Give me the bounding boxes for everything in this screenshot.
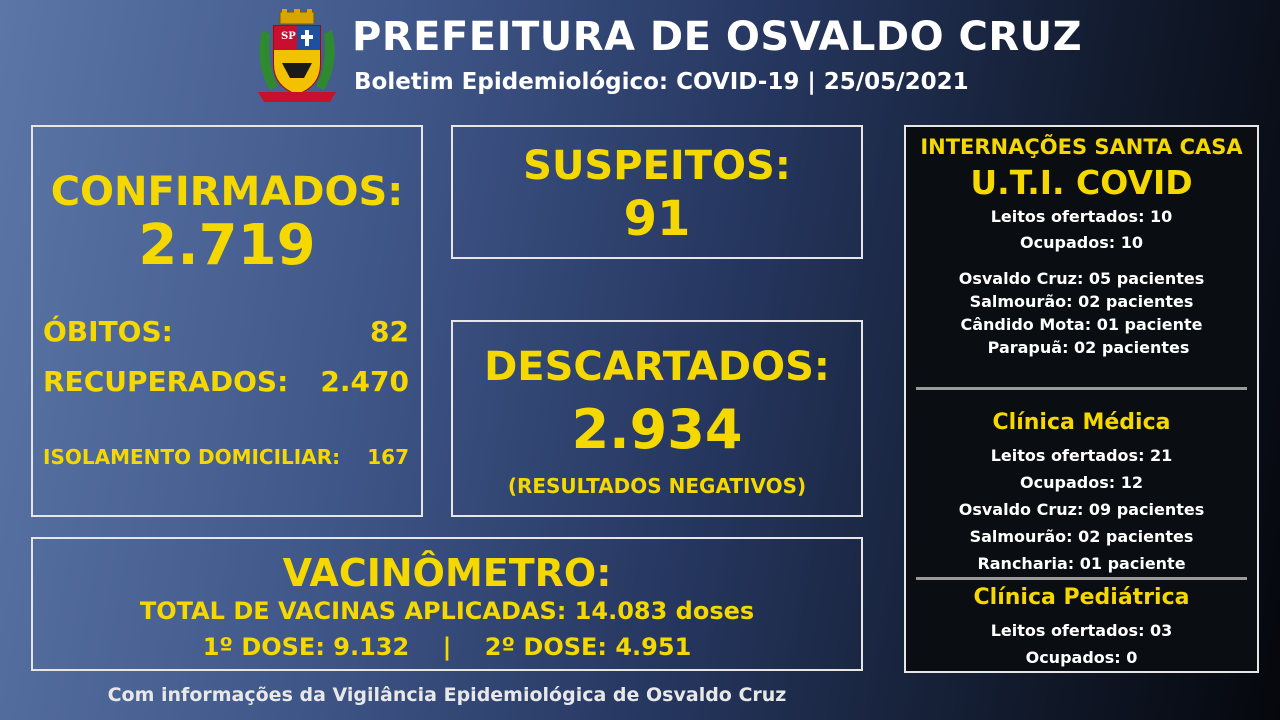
recovered-row: RECUPERADOS: 2.470 (43, 365, 409, 398)
uti-patient-item: Cândido Mota: 01 paciente (960, 315, 1203, 334)
discarded-panel: DESCARTADOS: 2.934 (RESULTADOS NEGATIVOS… (451, 320, 863, 517)
home-isolation-row: ISOLAMENTO DOMICILIAR: 167 (43, 445, 409, 469)
uti-patient-item: Parapuã: 02 pacientes (987, 338, 1190, 357)
page-subtitle: Boletim Epidemiológico: COVID-19 | 25/05… (354, 69, 969, 95)
medical-patient-item: Osvaldo Cruz: 09 pacientes (958, 500, 1205, 519)
recovered-label: RECUPERADOS: (43, 365, 289, 398)
uti-title: U.T.I. COVID (970, 163, 1193, 202)
vaccine-label: VACINÔMETRO: (282, 551, 612, 595)
recovered-value: 2.470 (320, 365, 409, 398)
discarded-label: DESCARTADOS: (484, 344, 830, 390)
pediatric-clinic-beds: Leitos ofertados: 03 (990, 621, 1173, 640)
suspected-value: 91 (623, 191, 691, 247)
uti-patient-item: Salmourão: 02 pacientes (969, 292, 1194, 311)
confirmed-value: 2.719 (138, 213, 316, 278)
medical-patient-item: Rancharia: 01 paciente (977, 554, 1186, 573)
medical-patient-item: Salmourão: 02 pacientes (969, 527, 1194, 546)
vaccine-panel: VACINÔMETRO: TOTAL DE VACINAS APLICADAS:… (31, 537, 863, 671)
confirmed-panel: CONFIRMADOS: 2.719 ÓBITOS: 82 RECUPERADO… (31, 125, 423, 517)
uti-patient-item: Osvaldo Cruz: 05 pacientes (958, 269, 1205, 288)
home-isolation-value: 167 (367, 445, 409, 469)
uti-beds: Leitos ofertados: 10 (990, 207, 1173, 226)
confirmed-label: CONFIRMADOS: (50, 169, 404, 215)
city-crest-logo (258, 9, 336, 102)
deaths-row: ÓBITOS: 82 (43, 315, 409, 348)
pediatric-clinic-occupied: Ocupados: 0 (1025, 648, 1138, 667)
footer-source: Com informações da Vigilância Epidemioló… (107, 684, 787, 706)
uti-occupied: Ocupados: 10 (1020, 233, 1143, 252)
vaccine-doses: 1º DOSE: 9.132 | 2º DOSE: 4.951 (202, 633, 692, 661)
deaths-label: ÓBITOS: (43, 315, 173, 348)
deaths-value: 82 (370, 315, 409, 348)
pediatric-clinic-title: Clínica Pediátrica (973, 585, 1190, 610)
suspected-label: SUSPEITOS: (523, 143, 791, 189)
discarded-note: (RESULTADOS NEGATIVOS) (507, 474, 807, 498)
section-divider (916, 577, 1247, 580)
medical-clinic-beds: Leitos ofertados: 21 (990, 446, 1173, 465)
hospitalizations-heading: INTERNAÇÕES SANTA CASA (920, 135, 1243, 159)
medical-clinic-title: Clínica Médica (992, 410, 1171, 435)
hospitalizations-panel: INTERNAÇÕES SANTA CASA U.T.I. COVID Leit… (904, 125, 1259, 673)
section-divider (916, 387, 1247, 390)
discarded-value: 2.934 (571, 398, 743, 461)
crest-lettering: SP (281, 31, 296, 42)
vaccine-total: TOTAL DE VACINAS APLICADAS: 14.083 doses (139, 597, 755, 625)
page-title: PREFEITURA DE OSVALDO CRUZ (352, 14, 1083, 60)
medical-clinic-occupied: Ocupados: 12 (1020, 473, 1143, 492)
suspected-panel: SUSPEITOS: 91 (451, 125, 863, 259)
home-isolation-label: ISOLAMENTO DOMICILIAR: (43, 445, 341, 469)
